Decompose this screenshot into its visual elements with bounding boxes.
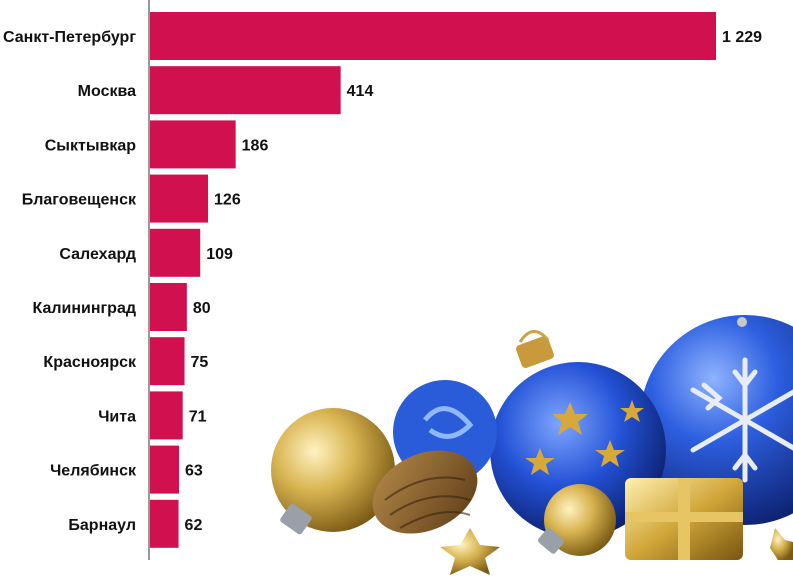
value-label-4: 109 xyxy=(206,246,233,263)
bar-8 xyxy=(150,445,180,494)
value-label-8: 63 xyxy=(185,463,203,480)
value-label-0: 1 229 xyxy=(722,29,762,46)
category-label-0: Санкт-Петербург xyxy=(3,29,136,46)
category-label-5: Калининград xyxy=(32,300,136,317)
category-label-8: Челябинск xyxy=(50,463,137,480)
category-label-6: Красноярск xyxy=(43,354,137,371)
value-labels-group: 1 229 414 186 126 109 80 75 71 63 62 xyxy=(185,29,763,534)
bar-5 xyxy=(150,283,187,331)
bar-4 xyxy=(150,228,201,277)
value-label-7: 71 xyxy=(189,408,207,425)
category-label-1: Москва xyxy=(78,83,136,100)
bar-6 xyxy=(150,337,185,386)
bar-1 xyxy=(150,66,341,115)
category-label-3: Благовещенск xyxy=(22,192,137,209)
bars-group xyxy=(150,12,716,548)
category-label-2: Сыктывкар xyxy=(45,137,136,154)
category-label-4: Салехард xyxy=(59,246,136,263)
bar-3 xyxy=(150,174,209,223)
value-label-9: 62 xyxy=(185,517,203,534)
value-label-2: 186 xyxy=(242,137,269,154)
bar-0 xyxy=(150,12,716,60)
category-labels-group: Санкт-Петербург Москва Сыктывкар Благовещен… xyxy=(3,29,137,534)
bar-9 xyxy=(150,499,179,548)
value-label-6: 75 xyxy=(191,354,209,371)
bar-7 xyxy=(150,391,183,440)
category-label-7: Чита xyxy=(98,408,136,425)
category-label-9: Барнаул xyxy=(68,517,136,534)
value-label-5: 80 xyxy=(193,300,211,317)
bar-2 xyxy=(150,120,236,169)
value-label-3: 126 xyxy=(214,192,241,209)
value-label-1: 414 xyxy=(347,83,374,100)
